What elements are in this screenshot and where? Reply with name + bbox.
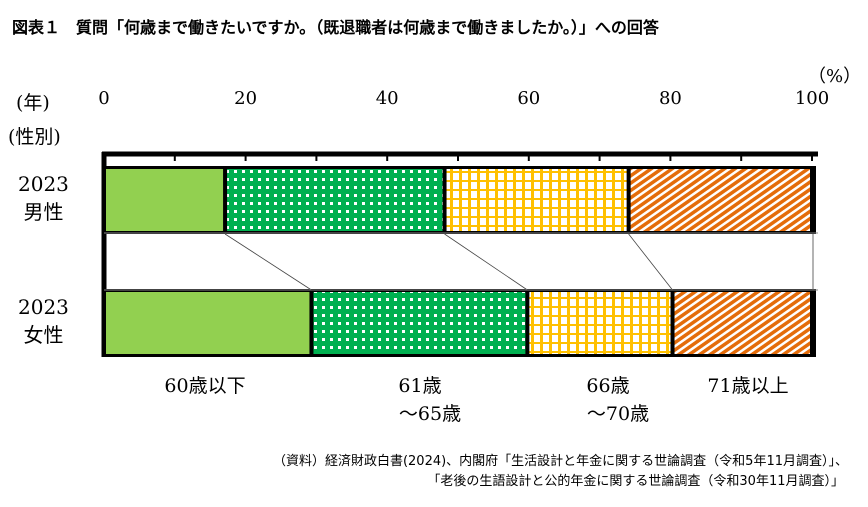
connector-line xyxy=(224,233,312,291)
category-sex: 男性 xyxy=(23,200,64,224)
series-label-line: ～65歳 xyxy=(398,403,462,425)
series-label-line: 60歳以下 xyxy=(164,375,246,397)
series-label-line: ～70歳 xyxy=(586,403,650,425)
year-axis-label: (年) xyxy=(16,92,50,114)
source-line-2: 「老後の生語設計と公的年金に関する世論調査（令和30年11月調査）」 xyxy=(427,474,844,489)
connector-line xyxy=(444,233,528,291)
bar-segment-male-3 xyxy=(630,169,810,231)
series-label: 71歳以上 xyxy=(707,372,788,400)
x-tick-label: 80 xyxy=(658,88,682,109)
series-label: 60歳以下 xyxy=(164,372,245,400)
bar-segment-female-1 xyxy=(313,292,526,354)
chart-title: 図表１ 質問「何歳まで働きたいですか。（既退職者は何歳まで働きましたか。）」への… xyxy=(12,18,659,37)
bar-segment-male-1 xyxy=(227,169,443,231)
category-year: 2023 xyxy=(18,172,69,196)
sex-axis-label: (性別) xyxy=(8,126,61,148)
series-label-line: 61歳 xyxy=(398,375,442,397)
unit-label: （%） xyxy=(808,66,862,87)
x-tick-label: 20 xyxy=(234,88,258,109)
bar-segment-male-0 xyxy=(106,169,224,231)
x-tick-label: 40 xyxy=(375,88,399,109)
bar-segment-male-2 xyxy=(446,169,627,231)
x-tick-label: 60 xyxy=(517,88,541,109)
series-label: 66歳 ～70歳 xyxy=(567,372,649,428)
series-label-line: 71歳以上 xyxy=(707,375,789,397)
category-year: 2023 xyxy=(18,295,69,319)
source-line-1: （資料）経済財政白書(2024)、内閣府「生活設計と年金に関する世論調査（令和5… xyxy=(272,454,848,469)
x-tick-label: 100 xyxy=(794,88,830,109)
x-tick-label: 0 xyxy=(98,88,110,109)
category-sex: 女性 xyxy=(23,323,64,347)
bar-segment-female-2 xyxy=(529,292,671,354)
series-label: 61歳 ～65歳 xyxy=(379,372,461,428)
bar-segment-female-0 xyxy=(106,292,310,354)
series-label-line: 66歳 xyxy=(586,375,630,397)
bar-segment-female-3 xyxy=(674,292,810,354)
connector-line xyxy=(628,233,673,291)
